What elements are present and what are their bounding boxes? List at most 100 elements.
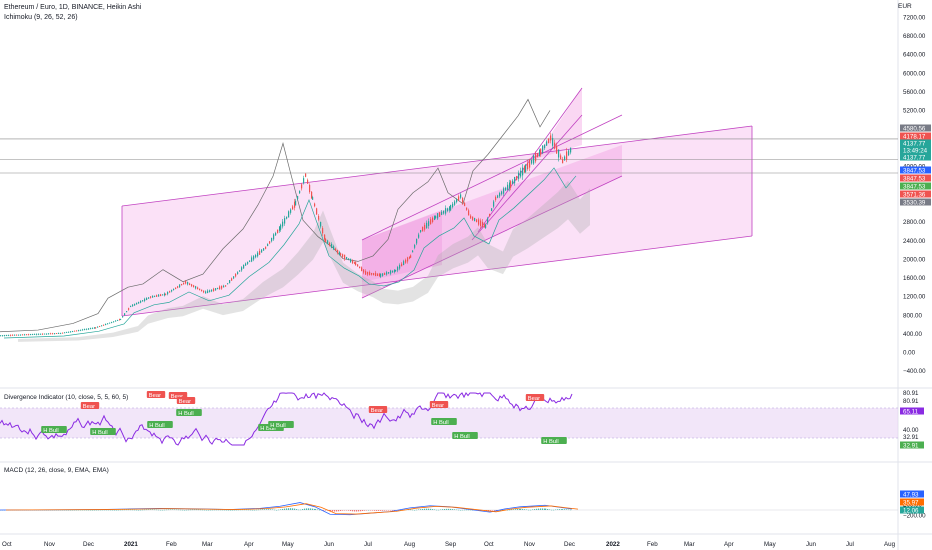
candle — [152, 295, 154, 298]
macd-histogram-bar — [140, 509, 142, 511]
macd-histogram-bar — [436, 509, 438, 511]
candle — [40, 333, 42, 335]
candle — [282, 221, 284, 227]
candle — [251, 257, 253, 262]
candle — [445, 208, 447, 214]
macd-histogram-bar — [268, 509, 270, 510]
macd-histogram-bar — [66, 509, 68, 511]
candle — [542, 145, 544, 153]
candle — [546, 141, 548, 146]
macd-histogram-bar — [230, 510, 232, 511]
price-tag — [900, 124, 931, 132]
candle — [426, 222, 428, 229]
price-tag — [900, 146, 931, 154]
macd-histogram-bar — [116, 509, 118, 511]
macd-histogram-bar — [292, 508, 294, 510]
macd-histogram-bar — [511, 509, 513, 511]
candle — [126, 311, 128, 313]
macd-histogram-bar — [150, 509, 152, 511]
candle — [529, 160, 531, 168]
candle — [333, 246, 335, 250]
bull-label — [431, 418, 457, 425]
macd-histogram-bar — [374, 510, 376, 511]
macd-histogram-bar — [456, 509, 458, 511]
macd-histogram-bar — [92, 510, 94, 511]
bull-label — [41, 426, 67, 433]
candle — [350, 258, 352, 263]
candle — [14, 334, 16, 336]
candle — [181, 283, 183, 286]
macd-histogram-bar — [414, 510, 416, 511]
candle — [507, 184, 509, 190]
macd-histogram-bar — [112, 509, 114, 511]
candle — [392, 270, 394, 273]
ichimoku-base-line — [3, 167, 577, 339]
candle — [327, 240, 329, 244]
bull-label-text: H Bull — [178, 411, 193, 417]
candle — [160, 294, 162, 297]
bull-label — [147, 421, 173, 428]
candle — [550, 135, 552, 141]
time-tick-label: Sep — [445, 541, 457, 548]
macd-histogram-bar — [509, 509, 511, 511]
macd-histogram-bar — [98, 509, 100, 511]
candle — [138, 301, 140, 304]
macd-histogram-bar — [82, 509, 84, 511]
candle — [318, 215, 320, 220]
candle — [62, 332, 64, 334]
candle — [568, 150, 570, 156]
candle — [70, 331, 72, 333]
bear-label — [176, 397, 196, 404]
candle — [414, 245, 416, 248]
time-tick-label: 2021 — [124, 541, 138, 548]
candle — [424, 224, 426, 230]
macd-histogram-bar — [551, 509, 553, 511]
candle — [314, 203, 316, 207]
macd-histogram-bar — [258, 509, 260, 511]
macd-histogram-bar — [288, 508, 290, 510]
time-tick-label: Oct — [2, 541, 12, 548]
bull-label-text: H Bull — [149, 423, 164, 429]
candle — [522, 167, 524, 176]
price-tick-label: 800.00 — [903, 312, 922, 319]
macd-histogram-bar — [460, 510, 462, 511]
macd-histogram-bar — [244, 509, 246, 511]
macd-histogram-bar — [212, 509, 214, 511]
ichimoku-legend[interactable]: Ichimoku (9, 26, 52, 26) — [4, 14, 78, 21]
bear-label — [525, 394, 545, 401]
candle — [241, 267, 243, 271]
price-tick-label: 5600.00 — [903, 89, 926, 96]
candle — [344, 254, 346, 259]
macd-histogram-bar — [392, 510, 394, 511]
macd-histogram-bar — [446, 508, 448, 510]
macd-histogram-bar — [220, 509, 222, 511]
price-tag-label: 3847.53 — [903, 183, 926, 190]
candle — [211, 289, 213, 292]
candle — [44, 333, 46, 335]
candle — [26, 334, 28, 336]
candle — [78, 330, 80, 331]
macd-histogram-bar — [314, 508, 316, 510]
macd-histogram-bar — [186, 509, 188, 511]
candle — [162, 294, 164, 296]
macd-histogram-bar — [356, 510, 358, 512]
candle — [128, 308, 130, 310]
price-tick-label: 0.00 — [903, 350, 916, 357]
time-tick-label: Nov — [44, 541, 56, 548]
macd-histogram-bar — [222, 509, 224, 511]
macd-histogram-bar — [502, 509, 504, 511]
bull-label — [268, 421, 294, 428]
candle — [30, 334, 32, 336]
candle — [307, 179, 309, 184]
candle — [340, 253, 342, 256]
macd-histogram-bar — [312, 508, 314, 510]
macd-histogram-bar — [378, 510, 380, 511]
candle — [456, 199, 458, 203]
osc-tick-label: 32.91 — [903, 434, 919, 441]
macd-histogram-bar — [206, 509, 208, 511]
channel-line — [121, 125, 753, 207]
time-tick-label: Jul — [364, 541, 372, 548]
macd-histogram-bar — [94, 509, 96, 511]
candle — [533, 155, 535, 164]
